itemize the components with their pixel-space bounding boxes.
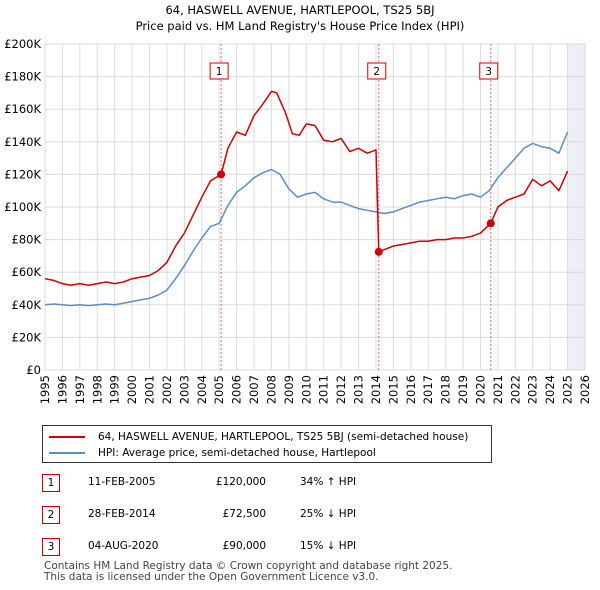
sale-marker-box (479, 62, 499, 80)
x-tick-label: 2003 (177, 375, 191, 404)
x-tick-label: 2008 (264, 375, 278, 404)
x-tick-label: 2001 (143, 375, 157, 404)
x-tick-label: 2025 (561, 375, 575, 404)
x-tick-label: 2018 (439, 375, 453, 404)
legend-item-property: 64, HASWELL AVENUE, HARTLEPOOL, TS25 5BJ… (49, 429, 468, 445)
legend-item-hpi: HPI: Average price, semi-detached house,… (49, 445, 376, 461)
sale-date: 11-FEB-2005 (88, 476, 156, 488)
sale-price: £90,000 (222, 540, 266, 552)
sale-hpi-diff: 34% ↑ HPI (300, 476, 357, 488)
x-tick-label: 2019 (456, 375, 470, 404)
x-axis-ticks: 1995 1996 1997 1998 1999 2000 2001 2002 2003 2004… (38, 375, 592, 404)
sale-row: 3 04-AUG-2020 £90,000 15% ↓ HPI (42, 538, 582, 558)
sale-hpi-diff: 25% ↓ HPI (300, 508, 357, 520)
y-tick-label: £140K (4, 135, 41, 149)
x-tick-label: 2012 (334, 375, 348, 404)
x-tick-label: 2005 (212, 375, 226, 404)
x-tick-label: 1997 (73, 375, 87, 404)
y-tick-label: £120K (4, 167, 41, 181)
sale-marker-box (209, 62, 229, 80)
y-tick-label: £180K (4, 70, 41, 84)
legend: 64, HASWELL AVENUE, HARTLEPOOL, TS25 5BJ… (42, 425, 492, 463)
sale-hpi-diff: 15% ↓ HPI (300, 540, 357, 552)
x-tick-label: 2000 (125, 375, 139, 404)
x-tick-label: 2026 (578, 375, 592, 404)
x-tick-label: 1995 (38, 375, 52, 404)
y-tick-label: £160K (4, 102, 41, 116)
chart-title: 64, HASWELL AVENUE, HARTLEPOOL, TS25 5BJ (165, 3, 434, 17)
sale-price: £120,000 (215, 476, 266, 488)
sale-marker-box (367, 62, 387, 80)
x-tick-label: 2009 (282, 375, 296, 404)
x-tick-label: 1996 (55, 375, 69, 404)
legend-label-property: 64, HASWELL AVENUE, HARTLEPOOL, TS25 5BJ… (98, 431, 469, 443)
y-tick-label: £20K (12, 330, 42, 344)
sale-point (217, 170, 226, 179)
sale-number-badge: 1 (42, 474, 60, 492)
sale-date: 04-AUG-2020 (88, 540, 159, 552)
x-tick-label: 2020 (473, 375, 487, 404)
y-tick-label: £100K (4, 200, 41, 214)
sale-point (374, 247, 383, 256)
x-tick-label: 2024 (543, 375, 557, 404)
x-tick-label: 1999 (108, 375, 122, 404)
x-tick-label: 2011 (317, 375, 331, 404)
y-tick-label: £200K (4, 37, 41, 51)
y-tick-label: £80K (12, 233, 42, 247)
x-tick-label: 2015 (386, 375, 400, 404)
legend-swatch-hpi (49, 452, 85, 454)
x-tick-label: 2006 (230, 375, 244, 404)
x-tick-label: 2016 (404, 375, 418, 404)
sale-marker-label: 2 (373, 66, 380, 78)
sale-marker-boxes: 1 2 3 (209, 62, 499, 80)
sale-number-badge: 3 (42, 538, 60, 556)
sale-marker-label: 3 (485, 66, 492, 78)
sale-number-badge: 2 (42, 506, 60, 524)
chart-subtitle: Price paid vs. HM Land Registry's House … (136, 19, 465, 33)
y-tick-label: £0 (26, 363, 41, 377)
property-series-line (44, 90, 569, 286)
future-shade (567, 44, 585, 370)
x-tick-label: 2021 (491, 375, 505, 404)
sale-price: £72,500 (222, 508, 266, 520)
footer-copyright: Contains HM Land Registry data © Crown c… (44, 560, 453, 572)
price-chart: 64, HASWELL AVENUE, HARTLEPOOL, TS25 5BJ… (4, 3, 592, 404)
x-tick-label: 2014 (369, 375, 383, 404)
x-tick-label: 2007 (247, 375, 261, 404)
x-tick-label: 2013 (352, 375, 366, 404)
footer-licence: This data is licensed under the Open Gov… (44, 571, 379, 583)
y-axis-ticks: £0 £20K £40K £60K £80K £100K £120K £140K £160K £1… (4, 37, 41, 377)
sale-points (217, 170, 495, 256)
series-lines (44, 90, 569, 307)
x-tick-label: 2010 (299, 375, 313, 404)
x-tick-label: 2004 (195, 375, 209, 404)
hpi-series-line (44, 131, 569, 307)
sale-point (486, 219, 495, 228)
sale-marker-label: 1 (216, 66, 223, 78)
legend-swatch-property (49, 436, 85, 438)
x-tick-label: 2023 (526, 375, 540, 404)
footer: Contains HM Land Registry data © Crown c… (44, 561, 452, 583)
x-tick-label: 1998 (90, 375, 104, 404)
x-tick-label: 2017 (421, 375, 435, 404)
sale-row: 2 28-FEB-2014 £72,500 25% ↓ HPI (42, 506, 582, 526)
sale-date: 28-FEB-2014 (88, 508, 156, 520)
grid (44, 43, 586, 371)
sale-row: 1 11-FEB-2005 £120,000 34% ↑ HPI (42, 474, 582, 494)
y-tick-label: £40K (12, 298, 42, 312)
legend-label-hpi: HPI: Average price, semi-detached house,… (98, 447, 376, 459)
x-tick-label: 2022 (508, 375, 522, 404)
x-tick-label: 2002 (160, 375, 174, 404)
y-tick-label: £60K (12, 265, 42, 279)
